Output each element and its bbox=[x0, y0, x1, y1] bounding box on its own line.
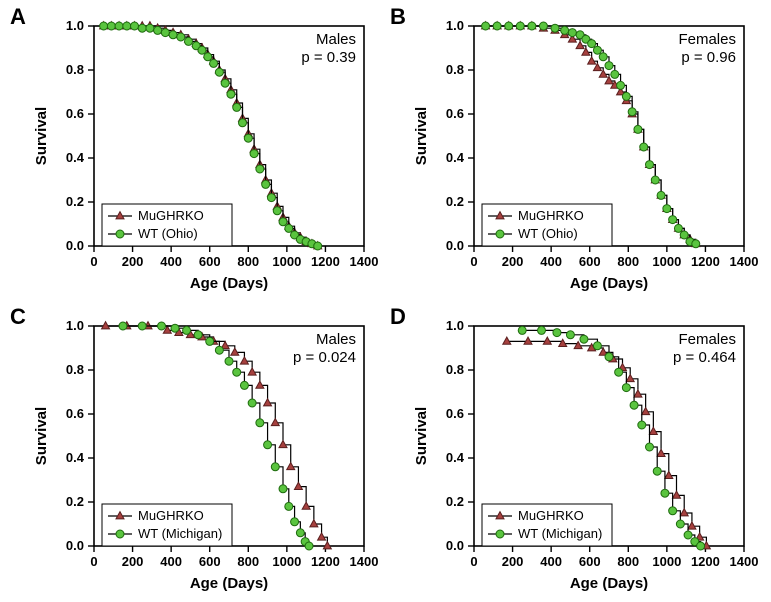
chart-c: 0 200 400 600 800 1000 1200 1400 0.0 0.2 0.4 0.6 0.8… bbox=[16, 308, 386, 598]
svg-text:0.2: 0.2 bbox=[446, 194, 464, 209]
svg-text:0.0: 0.0 bbox=[66, 538, 84, 553]
svg-text:800: 800 bbox=[617, 554, 639, 569]
svg-text:Survival: Survival bbox=[33, 107, 50, 165]
svg-text:1.0: 1.0 bbox=[446, 18, 464, 33]
svg-text:MuGHRKO: MuGHRKO bbox=[518, 508, 584, 523]
svg-text:0.0: 0.0 bbox=[446, 538, 464, 553]
svg-text:200: 200 bbox=[502, 254, 524, 269]
svg-text:p = 0.96: p = 0.96 bbox=[681, 49, 736, 66]
svg-text:Age (Days): Age (Days) bbox=[190, 575, 268, 592]
svg-text:Females: Females bbox=[678, 331, 736, 348]
svg-text:1400: 1400 bbox=[730, 554, 759, 569]
svg-text:1.0: 1.0 bbox=[446, 318, 464, 333]
svg-text:0.8: 0.8 bbox=[66, 62, 84, 77]
svg-text:200: 200 bbox=[122, 254, 144, 269]
svg-text:0.2: 0.2 bbox=[66, 194, 84, 209]
svg-text:Females: Females bbox=[678, 31, 736, 48]
chart-a: 0 200 400 600 800 1000 1200 1400 0.0 0.2 0.4 0.6 0.8… bbox=[16, 8, 386, 298]
svg-text:200: 200 bbox=[122, 554, 144, 569]
svg-text:0: 0 bbox=[470, 254, 477, 269]
svg-text:1200: 1200 bbox=[311, 554, 340, 569]
panel-d: D 02004006008001000120014000.00.20.40.60… bbox=[396, 308, 766, 598]
svg-text:0.2: 0.2 bbox=[66, 494, 84, 509]
svg-text:1.0: 1.0 bbox=[66, 18, 84, 33]
svg-text:0.6: 0.6 bbox=[66, 106, 84, 121]
svg-text:WT (Michigan): WT (Michigan) bbox=[138, 526, 222, 541]
svg-text:0.4: 0.4 bbox=[66, 450, 85, 465]
svg-text:MuGHRKO: MuGHRKO bbox=[138, 508, 204, 523]
svg-text:800: 800 bbox=[237, 254, 259, 269]
svg-text:600: 600 bbox=[579, 254, 601, 269]
svg-text:600: 600 bbox=[199, 254, 221, 269]
panel-label-b: B bbox=[390, 4, 406, 30]
svg-text:1.0: 1.0 bbox=[66, 318, 84, 333]
svg-text:Age (Days): Age (Days) bbox=[570, 575, 648, 592]
svg-text:400: 400 bbox=[540, 254, 562, 269]
svg-text:WT (Michigan): WT (Michigan) bbox=[518, 526, 602, 541]
svg-text:WT (Ohio): WT (Ohio) bbox=[138, 226, 198, 241]
svg-text:1400: 1400 bbox=[350, 554, 379, 569]
svg-text:p = 0.464: p = 0.464 bbox=[673, 349, 736, 366]
svg-text:0.0: 0.0 bbox=[66, 238, 84, 253]
svg-text:1200: 1200 bbox=[691, 254, 720, 269]
svg-text:0.8: 0.8 bbox=[446, 62, 464, 77]
svg-text:MuGHRKO: MuGHRKO bbox=[138, 208, 204, 223]
panel-c: C 02004006008001000120014000.00.20.40.60… bbox=[16, 308, 386, 598]
svg-text:0.0: 0.0 bbox=[446, 238, 464, 253]
svg-text:Age (Days): Age (Days) bbox=[570, 275, 648, 292]
svg-text:600: 600 bbox=[579, 554, 601, 569]
svg-text:Age (Days): Age (Days) bbox=[190, 275, 268, 292]
svg-text:Survival: Survival bbox=[413, 107, 430, 165]
svg-text:Males: Males bbox=[316, 331, 356, 348]
svg-text:0.8: 0.8 bbox=[66, 362, 84, 377]
svg-text:1400: 1400 bbox=[350, 254, 379, 269]
panel-a: A 02004006008001000120014000.00.20.40.60… bbox=[16, 8, 386, 298]
svg-text:WT (Ohio): WT (Ohio) bbox=[518, 226, 578, 241]
panel-label-c: C bbox=[10, 304, 26, 330]
svg-text:0.6: 0.6 bbox=[66, 406, 84, 421]
panel-label-d: D bbox=[390, 304, 406, 330]
svg-text:400: 400 bbox=[160, 254, 182, 269]
svg-text:1200: 1200 bbox=[311, 254, 340, 269]
svg-text:0.6: 0.6 bbox=[446, 406, 464, 421]
svg-text:400: 400 bbox=[540, 554, 562, 569]
svg-text:0.8: 0.8 bbox=[446, 362, 464, 377]
svg-text:p = 0.39: p = 0.39 bbox=[301, 49, 356, 66]
svg-text:0: 0 bbox=[90, 254, 97, 269]
svg-text:0: 0 bbox=[90, 554, 97, 569]
svg-text:Males: Males bbox=[316, 31, 356, 48]
svg-text:800: 800 bbox=[237, 554, 259, 569]
svg-text:600: 600 bbox=[199, 554, 221, 569]
chart-d: 0 200 400 600 800 1000 1200 1400 0.0 0.2 0.4 0.6 0.8… bbox=[396, 308, 766, 598]
svg-text:MuGHRKO: MuGHRKO bbox=[518, 208, 584, 223]
svg-text:400: 400 bbox=[160, 554, 182, 569]
svg-text:800: 800 bbox=[617, 254, 639, 269]
svg-text:200: 200 bbox=[502, 554, 524, 569]
svg-text:1400: 1400 bbox=[730, 254, 759, 269]
svg-text:p = 0.024: p = 0.024 bbox=[293, 349, 356, 366]
panel-b: B 02004006008001000120014000.00.20.40.60… bbox=[396, 8, 766, 298]
svg-text:1000: 1000 bbox=[652, 554, 681, 569]
svg-text:1000: 1000 bbox=[272, 554, 301, 569]
svg-text:0: 0 bbox=[470, 554, 477, 569]
svg-text:1000: 1000 bbox=[272, 254, 301, 269]
svg-text:Survival: Survival bbox=[33, 407, 50, 465]
panel-label-a: A bbox=[10, 4, 26, 30]
svg-text:0.2: 0.2 bbox=[446, 494, 464, 509]
svg-text:Survival: Survival bbox=[413, 407, 430, 465]
svg-text:1000: 1000 bbox=[652, 254, 681, 269]
chart-b: 0 200 400 600 800 1000 1200 1400 0.0 0.2 0.4 0.6 0.8… bbox=[396, 8, 766, 298]
svg-text:0.4: 0.4 bbox=[446, 450, 465, 465]
svg-text:1200: 1200 bbox=[691, 554, 720, 569]
svg-text:0.4: 0.4 bbox=[66, 150, 85, 165]
svg-text:0.6: 0.6 bbox=[446, 106, 464, 121]
figure: A 02004006008001000120014000.00.20.40.60… bbox=[0, 0, 771, 602]
svg-text:0.4: 0.4 bbox=[446, 150, 465, 165]
